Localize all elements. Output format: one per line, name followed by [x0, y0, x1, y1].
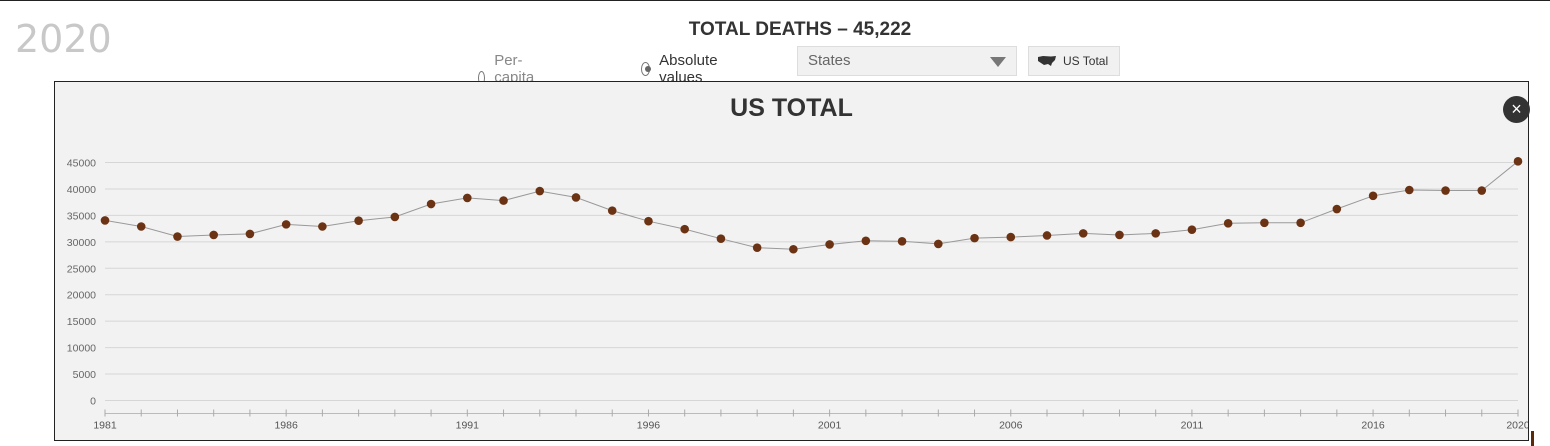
- chevron-down-icon: [990, 57, 1006, 67]
- data-point: [1332, 204, 1342, 214]
- data-point: [1078, 229, 1088, 238]
- data-point: [789, 244, 798, 254]
- y-tick-label: 35000: [67, 210, 96, 222]
- y-tick-label: 10000: [67, 343, 96, 355]
- year-label: 2020: [15, 17, 112, 61]
- data-point: [354, 216, 363, 225]
- edge-marker: [1531, 431, 1534, 446]
- data-point: [861, 236, 871, 246]
- x-tick-label: 2001: [818, 420, 842, 432]
- data-point: [934, 239, 943, 249]
- data-point: [499, 196, 508, 205]
- radio-checked-icon: [641, 62, 652, 76]
- data-point: [680, 224, 689, 234]
- data-point: [716, 234, 726, 243]
- y-tick-label: 5000: [73, 369, 97, 381]
- data-points: [100, 157, 1523, 254]
- data-point: [535, 186, 545, 196]
- x-tick-label: 1991: [456, 420, 480, 432]
- x-tick-label: 2020: [1506, 420, 1528, 432]
- data-point: [970, 233, 979, 243]
- y-tick-label: 45000: [67, 158, 96, 170]
- data-point: [281, 220, 291, 229]
- total-deaths-heading: TOTAL DEATHS – 45,222: [688, 19, 912, 40]
- data-point: [318, 222, 327, 231]
- data-point: [607, 206, 617, 215]
- data-point: [100, 216, 110, 225]
- data-point: [426, 199, 436, 209]
- panel-title: US TOTAL: [730, 94, 853, 122]
- data-point: [1151, 229, 1160, 238]
- x-axis: 1981 1986 1991 1996 2001 2006 2011 2016 2020: [93, 409, 1528, 432]
- x-tick-label: 2011: [1181, 420, 1204, 432]
- data-point: [1405, 185, 1414, 195]
- x-tick-label: 1996: [637, 420, 661, 432]
- data-point: [1513, 157, 1523, 166]
- data-point: [1223, 219, 1233, 228]
- data-point: [1260, 218, 1269, 228]
- us-map-icon: [1038, 56, 1056, 66]
- x-tick-label: 1981: [93, 420, 117, 432]
- chart-grid: [105, 162, 1518, 401]
- y-tick-label: 15000: [67, 316, 96, 328]
- states-select-value: States: [808, 52, 851, 69]
- data-point: [1115, 230, 1124, 240]
- data-point: [245, 229, 255, 239]
- us-total-label: US Total: [1063, 54, 1109, 68]
- data-point: [1042, 231, 1052, 240]
- data-point: [752, 243, 762, 252]
- data-point: [1187, 225, 1197, 234]
- y-tick-label: 30000: [67, 237, 96, 249]
- data-point: [1296, 218, 1305, 228]
- y-tick-label: 20000: [67, 290, 96, 302]
- data-point: [1477, 186, 1487, 195]
- y-tick-label: 40000: [67, 184, 96, 196]
- data-point: [1368, 191, 1378, 201]
- y-tick-label: 0: [90, 396, 96, 408]
- data-point: [571, 193, 581, 202]
- data-point: [1006, 232, 1016, 242]
- us-total-button[interactable]: US Total: [1028, 46, 1120, 76]
- series-line: [104, 160, 1519, 250]
- data-point: [390, 212, 400, 222]
- data-point: [644, 216, 653, 226]
- x-tick-label: 2016: [1361, 420, 1385, 432]
- data-point: [1441, 186, 1450, 195]
- data-point: [173, 232, 182, 241]
- states-select[interactable]: States: [797, 46, 1017, 76]
- data-point: [463, 193, 472, 203]
- data-point: [209, 230, 218, 240]
- x-tick-label: 2006: [999, 420, 1023, 432]
- line-chart: 1981 1986 1991 1996 2001 2006 2011 2016 2020 0 50…: [67, 157, 1528, 432]
- data-point: [825, 240, 834, 249]
- x-tick-label: 1986: [274, 420, 298, 432]
- data-point: [136, 222, 146, 231]
- data-point: [897, 237, 907, 246]
- y-tick-label: 25000: [67, 263, 96, 275]
- us-total-panel: US TOTAL × 1981 1986 1991 1996 2001 2006 2011 2…: [54, 81, 1530, 441]
- y-axis: 0 5000 10000 15000 20000 25000 30000 35000 40000…: [67, 158, 96, 408]
- close-icon[interactable]: ×: [1503, 96, 1530, 123]
